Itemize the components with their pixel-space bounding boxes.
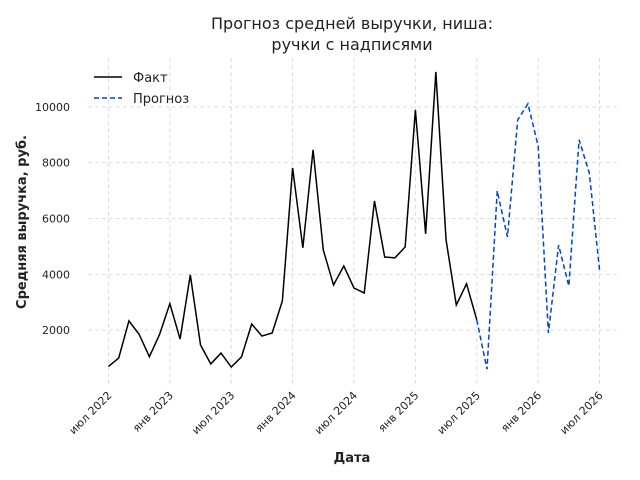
legend-label: Прогноз [133, 92, 189, 107]
y-axis-label: Средняя выручка, руб. [15, 135, 30, 309]
x-tick-label: янв 2025 [376, 389, 422, 435]
y-tick-label: 10000 [35, 101, 70, 114]
x-tick-label: июл 2022 [67, 389, 115, 437]
x-tick-label: июл 2026 [558, 389, 606, 437]
x-tick-label: июл 2025 [435, 389, 483, 437]
chart-title: ручки с надписями [271, 35, 432, 54]
x-tick-label: июл 2024 [312, 389, 360, 437]
y-tick-label: 6000 [42, 213, 70, 226]
x-tick-label: янв 2024 [253, 389, 299, 435]
legend-label: Факт [133, 71, 168, 86]
y-tick-label: 8000 [42, 157, 70, 170]
x-tick-label: июл 2023 [189, 389, 237, 437]
x-tick-label: янв 2023 [130, 389, 176, 435]
x-tick-label: янв 2026 [498, 389, 544, 435]
y-tick-label: 4000 [42, 268, 70, 281]
series-line [476, 101, 601, 370]
x-axis-label: Дата [334, 451, 371, 466]
series-line [107, 71, 478, 369]
y-tick-label: 2000 [42, 324, 70, 337]
chart-title: Прогноз средней выручки, ниша: [211, 14, 493, 33]
